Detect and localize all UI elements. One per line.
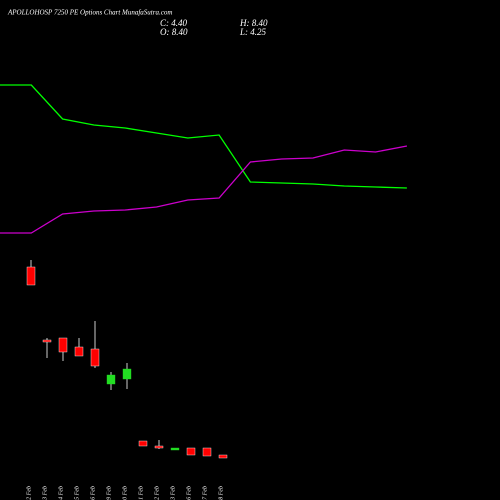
x-tick-label: 10 Feb (122, 486, 128, 500)
indicator-line (0, 84, 407, 189)
candle-body (106, 374, 116, 385)
candle-body (154, 445, 164, 449)
x-tick-label: 12 Feb (154, 486, 160, 500)
candle-body (186, 447, 196, 456)
x-tick-label: 16 Feb (186, 486, 192, 500)
ohlc-label: L: 4.25 (239, 27, 267, 37)
ohlc-label: H: 8.40 (239, 18, 268, 28)
candle-body (218, 454, 228, 459)
candle-body (74, 346, 84, 357)
x-tick-label: 17 Feb (202, 486, 208, 500)
candle-body (138, 440, 148, 447)
chart-title: APOLLOHOSP 7250 PE Options Chart MunafaS… (7, 9, 172, 17)
candle-body (90, 348, 100, 367)
x-tick-label: 06 Feb (90, 486, 96, 500)
x-tick-label: 09 Feb (106, 486, 112, 500)
x-tick-label: 18 Feb (218, 486, 224, 500)
candle-body (202, 447, 212, 457)
x-tick-label: 13 Feb (170, 486, 176, 500)
candle-body (170, 447, 180, 451)
indicator-line (0, 145, 408, 234)
x-tick-label: 05 Feb (74, 486, 80, 500)
x-tick-label: 02 Feb (26, 486, 32, 500)
ohlc-label: C: 4.40 (160, 18, 188, 28)
x-tick-label: 03 Feb (42, 486, 48, 500)
candle-body (42, 339, 52, 343)
x-tick-label: 11 Feb (138, 486, 144, 500)
x-tick-label: 04 Feb (57, 486, 64, 500)
candle-body (122, 368, 132, 380)
candle-body (26, 266, 36, 286)
ohlc-label: O: 8.40 (160, 27, 188, 37)
candle-body (58, 337, 68, 353)
